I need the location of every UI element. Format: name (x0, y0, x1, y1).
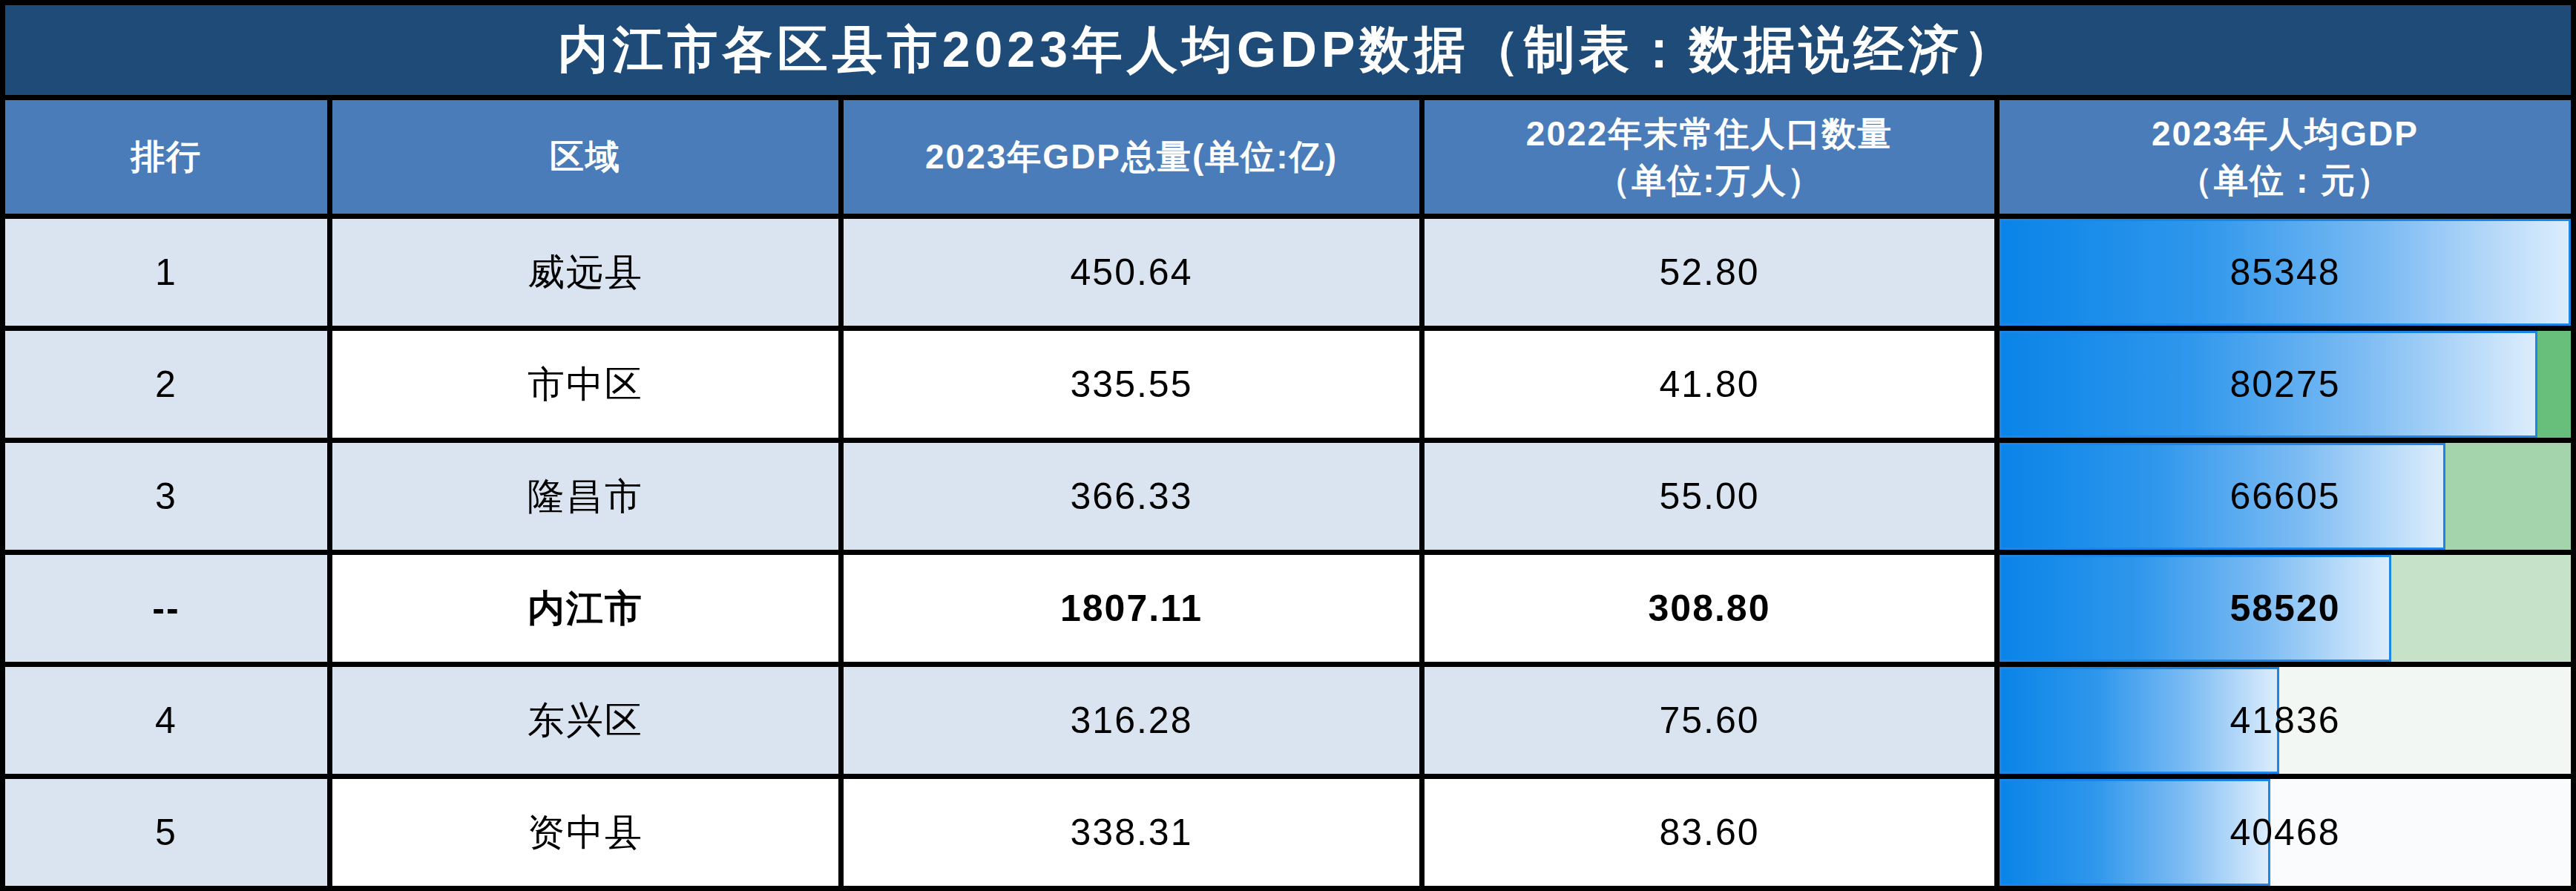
population-cell: 55.00 (1425, 443, 1994, 550)
gdp-total-cell: 450.64 (844, 219, 1419, 326)
header-region: 区域 (332, 100, 838, 214)
per-capita-cell: 41836 (2000, 667, 2571, 774)
per-capita-value: 41836 (2000, 699, 2571, 742)
per-capita-value: 85348 (2000, 251, 2571, 294)
gdp-total-cell: 338.31 (844, 779, 1419, 886)
per-capita-cell: 80275 (2000, 331, 2571, 438)
per-capita-cell: 66605 (2000, 443, 2571, 550)
region-cell: 内江市 (332, 555, 838, 662)
region-cell: 市中区 (332, 331, 838, 438)
gdp-total-cell: 316.28 (844, 667, 1419, 774)
header-gdp-total: 2023年GDP总量(单位:亿) (844, 100, 1419, 214)
region-cell: 威远县 (332, 219, 838, 326)
region-cell: 东兴区 (332, 667, 838, 774)
gdp-table-page: 内江市各区县市2023年人均GDP数据（制表：数据说经济） 排行 区域 2023… (0, 0, 2576, 891)
population-cell: 308.80 (1425, 555, 1994, 662)
header-population: 2022年末常住人口数量 （单位:万人） (1425, 100, 1994, 214)
rank-cell: 2 (5, 331, 327, 438)
region-cell: 资中县 (332, 779, 838, 886)
rank-cell: 5 (5, 779, 327, 886)
rank-cell: 1 (5, 219, 327, 326)
gdp-table: 内江市各区县市2023年人均GDP数据（制表：数据说经济） 排行 区域 2023… (0, 0, 2576, 891)
header-per-capita-gdp: 2023年人均GDP （单位：元） (2000, 100, 2571, 214)
population-cell: 83.60 (1425, 779, 1994, 886)
rank-cell: 3 (5, 443, 327, 550)
per-capita-value: 58520 (2000, 587, 2571, 630)
table-title: 内江市各区县市2023年人均GDP数据（制表：数据说经济） (5, 5, 2571, 95)
population-cell: 75.60 (1425, 667, 1994, 774)
per-capita-cell: 58520 (2000, 555, 2571, 662)
gdp-total-cell: 335.55 (844, 331, 1419, 438)
gdp-total-cell: 1807.11 (844, 555, 1419, 662)
per-capita-value: 40468 (2000, 811, 2571, 854)
rank-cell: 4 (5, 667, 327, 774)
population-cell: 52.80 (1425, 219, 1994, 326)
per-capita-cell: 40468 (2000, 779, 2571, 886)
region-cell: 隆昌市 (332, 443, 838, 550)
population-cell: 41.80 (1425, 331, 1994, 438)
per-capita-value: 80275 (2000, 363, 2571, 406)
rank-cell: -- (5, 555, 327, 662)
per-capita-cell: 85348 (2000, 219, 2571, 326)
gdp-total-cell: 366.33 (844, 443, 1419, 550)
per-capita-value: 66605 (2000, 475, 2571, 518)
header-rank: 排行 (5, 100, 327, 214)
